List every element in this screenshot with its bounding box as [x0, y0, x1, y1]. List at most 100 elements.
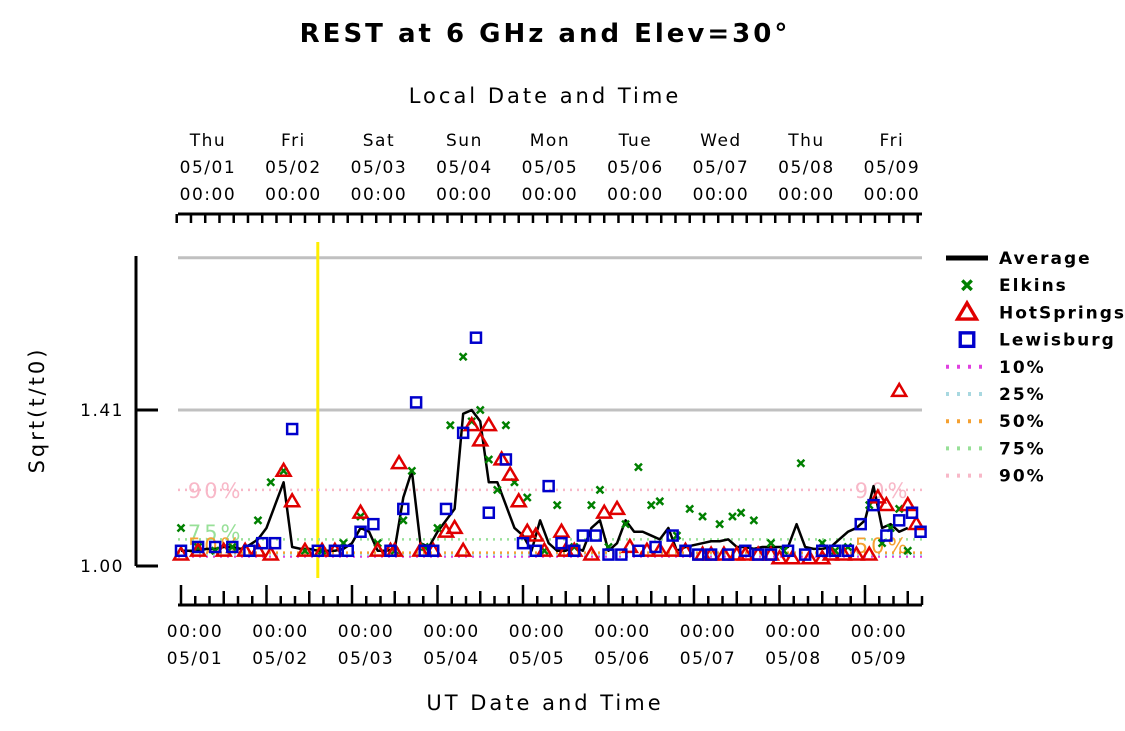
- top-tick-date: 05/06: [607, 158, 664, 178]
- bottom-tick-date: 05/01: [167, 649, 224, 669]
- point-lewisburg: [649, 540, 662, 554]
- marker-stroke: [398, 515, 408, 525]
- point-hotsprings: [552, 522, 571, 538]
- point-lewisburg: [418, 544, 431, 558]
- top-tick-date: 05/05: [522, 158, 579, 178]
- marker-stroke: [796, 458, 806, 468]
- point-lewisburg: [516, 536, 530, 550]
- point-elkins: [728, 512, 737, 521]
- marker-stroke: [475, 405, 485, 415]
- top-tick-time: 00:00: [351, 185, 408, 205]
- percentile-label: 90%: [188, 479, 244, 503]
- marker-stroke: [634, 462, 643, 472]
- point-lewisburg: [568, 544, 581, 558]
- point-lewisburg: [615, 548, 628, 561]
- series-layer: [171, 331, 927, 565]
- legend-item-75pct: 75%: [946, 439, 1044, 459]
- marker-stroke: [176, 523, 186, 533]
- top-tick-day: Tue: [618, 131, 653, 151]
- series-lewisburg: [174, 331, 927, 561]
- point-elkins: [266, 477, 276, 487]
- point-lewisburg: [602, 548, 615, 561]
- point-hotsprings: [500, 465, 520, 481]
- point-elkins: [492, 485, 502, 495]
- axes-layer: 1.00 1.41 00:00 05/01 00:00 05/02 00:00 05/03 00…: [80, 131, 924, 669]
- point-lewisburg: [243, 544, 256, 558]
- top-tick-day: Mon: [530, 131, 570, 151]
- point-hotsprings: [471, 430, 490, 447]
- point-elkins: [655, 496, 665, 506]
- legend-item-25pct: 25%: [946, 385, 1044, 405]
- point-lewisburg: [397, 502, 410, 516]
- point-hotsprings: [188, 541, 208, 557]
- top-tick-date: 05/07: [693, 158, 750, 178]
- point-lewisburg: [341, 544, 354, 558]
- point-lewisburg: [781, 544, 795, 558]
- bottom-tick-date: 05/05: [509, 649, 566, 669]
- bottom-tick-time: 00:00: [167, 622, 224, 642]
- legend-label: Lewisburg: [999, 331, 1116, 351]
- point-hotsprings: [890, 381, 909, 398]
- chart-title: REST at 6 GHz and Elev=30°: [300, 19, 791, 49]
- bottom-tick-date: 05/06: [594, 649, 651, 669]
- legend-item-50pct: 50%: [946, 412, 1046, 432]
- marker-stroke: [766, 538, 776, 548]
- point-lewisburg: [354, 525, 367, 539]
- point-lewisburg: [482, 506, 496, 519]
- point-lewisburg: [721, 548, 735, 561]
- point-hotsprings: [607, 499, 627, 516]
- series-elkins: [176, 352, 913, 556]
- bottom-tick-date: 05/04: [423, 649, 480, 669]
- top-tick-time: 00:00: [436, 185, 493, 205]
- percentile-label: 90%: [855, 479, 911, 503]
- point-hotsprings: [509, 491, 528, 508]
- top-tick-date: 05/03: [351, 158, 408, 178]
- point-elkins: [595, 485, 605, 495]
- point-hotsprings: [663, 541, 682, 557]
- point-elkins: [587, 500, 596, 510]
- point-hotsprings: [368, 541, 387, 557]
- marker-stroke: [698, 512, 707, 521]
- point-lewisburg: [367, 517, 380, 531]
- bottom-tick-date: 05/07: [680, 649, 737, 669]
- legend-swatch: [961, 279, 973, 292]
- top-axis-title: Local Date and Time: [409, 84, 682, 108]
- bottom-tick-time: 00:00: [252, 622, 309, 642]
- point-hotsprings: [453, 541, 473, 557]
- point-lewisburg: [798, 548, 812, 561]
- point-elkins: [796, 458, 806, 468]
- top-tick-time: 00:00: [864, 185, 921, 205]
- marker-stroke: [266, 477, 276, 487]
- legend-label: 90%: [999, 467, 1046, 487]
- point-elkins: [736, 508, 746, 518]
- point-lewisburg: [409, 396, 423, 409]
- point-elkins: [903, 546, 913, 556]
- point-lewisburg: [880, 529, 893, 542]
- point-lewisburg: [426, 544, 440, 558]
- top-tick-date: 05/09: [864, 158, 921, 178]
- point-lewisburg: [268, 536, 282, 550]
- point-hotsprings: [800, 548, 819, 565]
- point-lewisburg: [456, 426, 470, 440]
- bottom-tick-time: 00:00: [765, 622, 822, 642]
- point-elkins: [766, 538, 776, 548]
- top-tick-time: 00:00: [693, 185, 750, 205]
- point-lewisburg: [255, 536, 269, 550]
- point-hotsprings: [351, 503, 370, 519]
- x-axis-title: UT Date and Time: [426, 691, 663, 715]
- point-lewisburg: [328, 544, 342, 558]
- point-hotsprings: [274, 461, 293, 478]
- top-tick-time: 00:00: [778, 185, 835, 205]
- point-hotsprings: [261, 545, 280, 561]
- legend-item-hotsprings: HotSprings: [954, 299, 1124, 323]
- point-hotsprings: [650, 541, 669, 557]
- legend-swatch: [954, 299, 980, 321]
- legend-label: 50%: [999, 412, 1046, 432]
- top-tick-time: 00:00: [180, 185, 237, 205]
- point-elkins: [698, 512, 707, 521]
- marker-stroke: [458, 352, 468, 362]
- point-hotsprings: [526, 526, 546, 542]
- point-lewisburg: [914, 525, 927, 539]
- top-tick-day: Sun: [446, 131, 483, 151]
- bottom-tick-time: 00:00: [338, 622, 395, 642]
